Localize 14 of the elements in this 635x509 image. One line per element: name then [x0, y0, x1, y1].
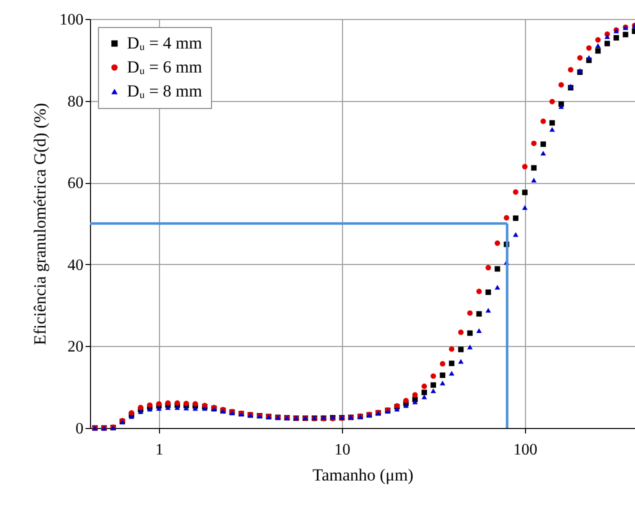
y-tick-label: 20 — [68, 338, 84, 356]
legend-label: Dᵤ = 8 mm — [127, 82, 202, 100]
y-tick-label: 60 — [68, 175, 84, 192]
x-tick-label: 100 — [513, 442, 538, 458]
x-tick-label: 10 — [334, 442, 350, 458]
x-tick-label: 1 — [155, 442, 164, 458]
y-tick-label: 100 — [60, 12, 84, 28]
y-tick-label: 40 — [68, 256, 84, 274]
legend-label: Dᵤ = 6 mm — [127, 58, 202, 76]
y-tick-label: 80 — [68, 93, 84, 110]
y-tick-label: 0 — [76, 420, 84, 438]
y-axis-title: Eficiência granulométrica G(d) (%) — [30, 102, 50, 346]
x-axis-title: Tamanho (μm) — [312, 466, 414, 484]
legend-label: Dᵤ = 4 mm — [127, 34, 202, 52]
